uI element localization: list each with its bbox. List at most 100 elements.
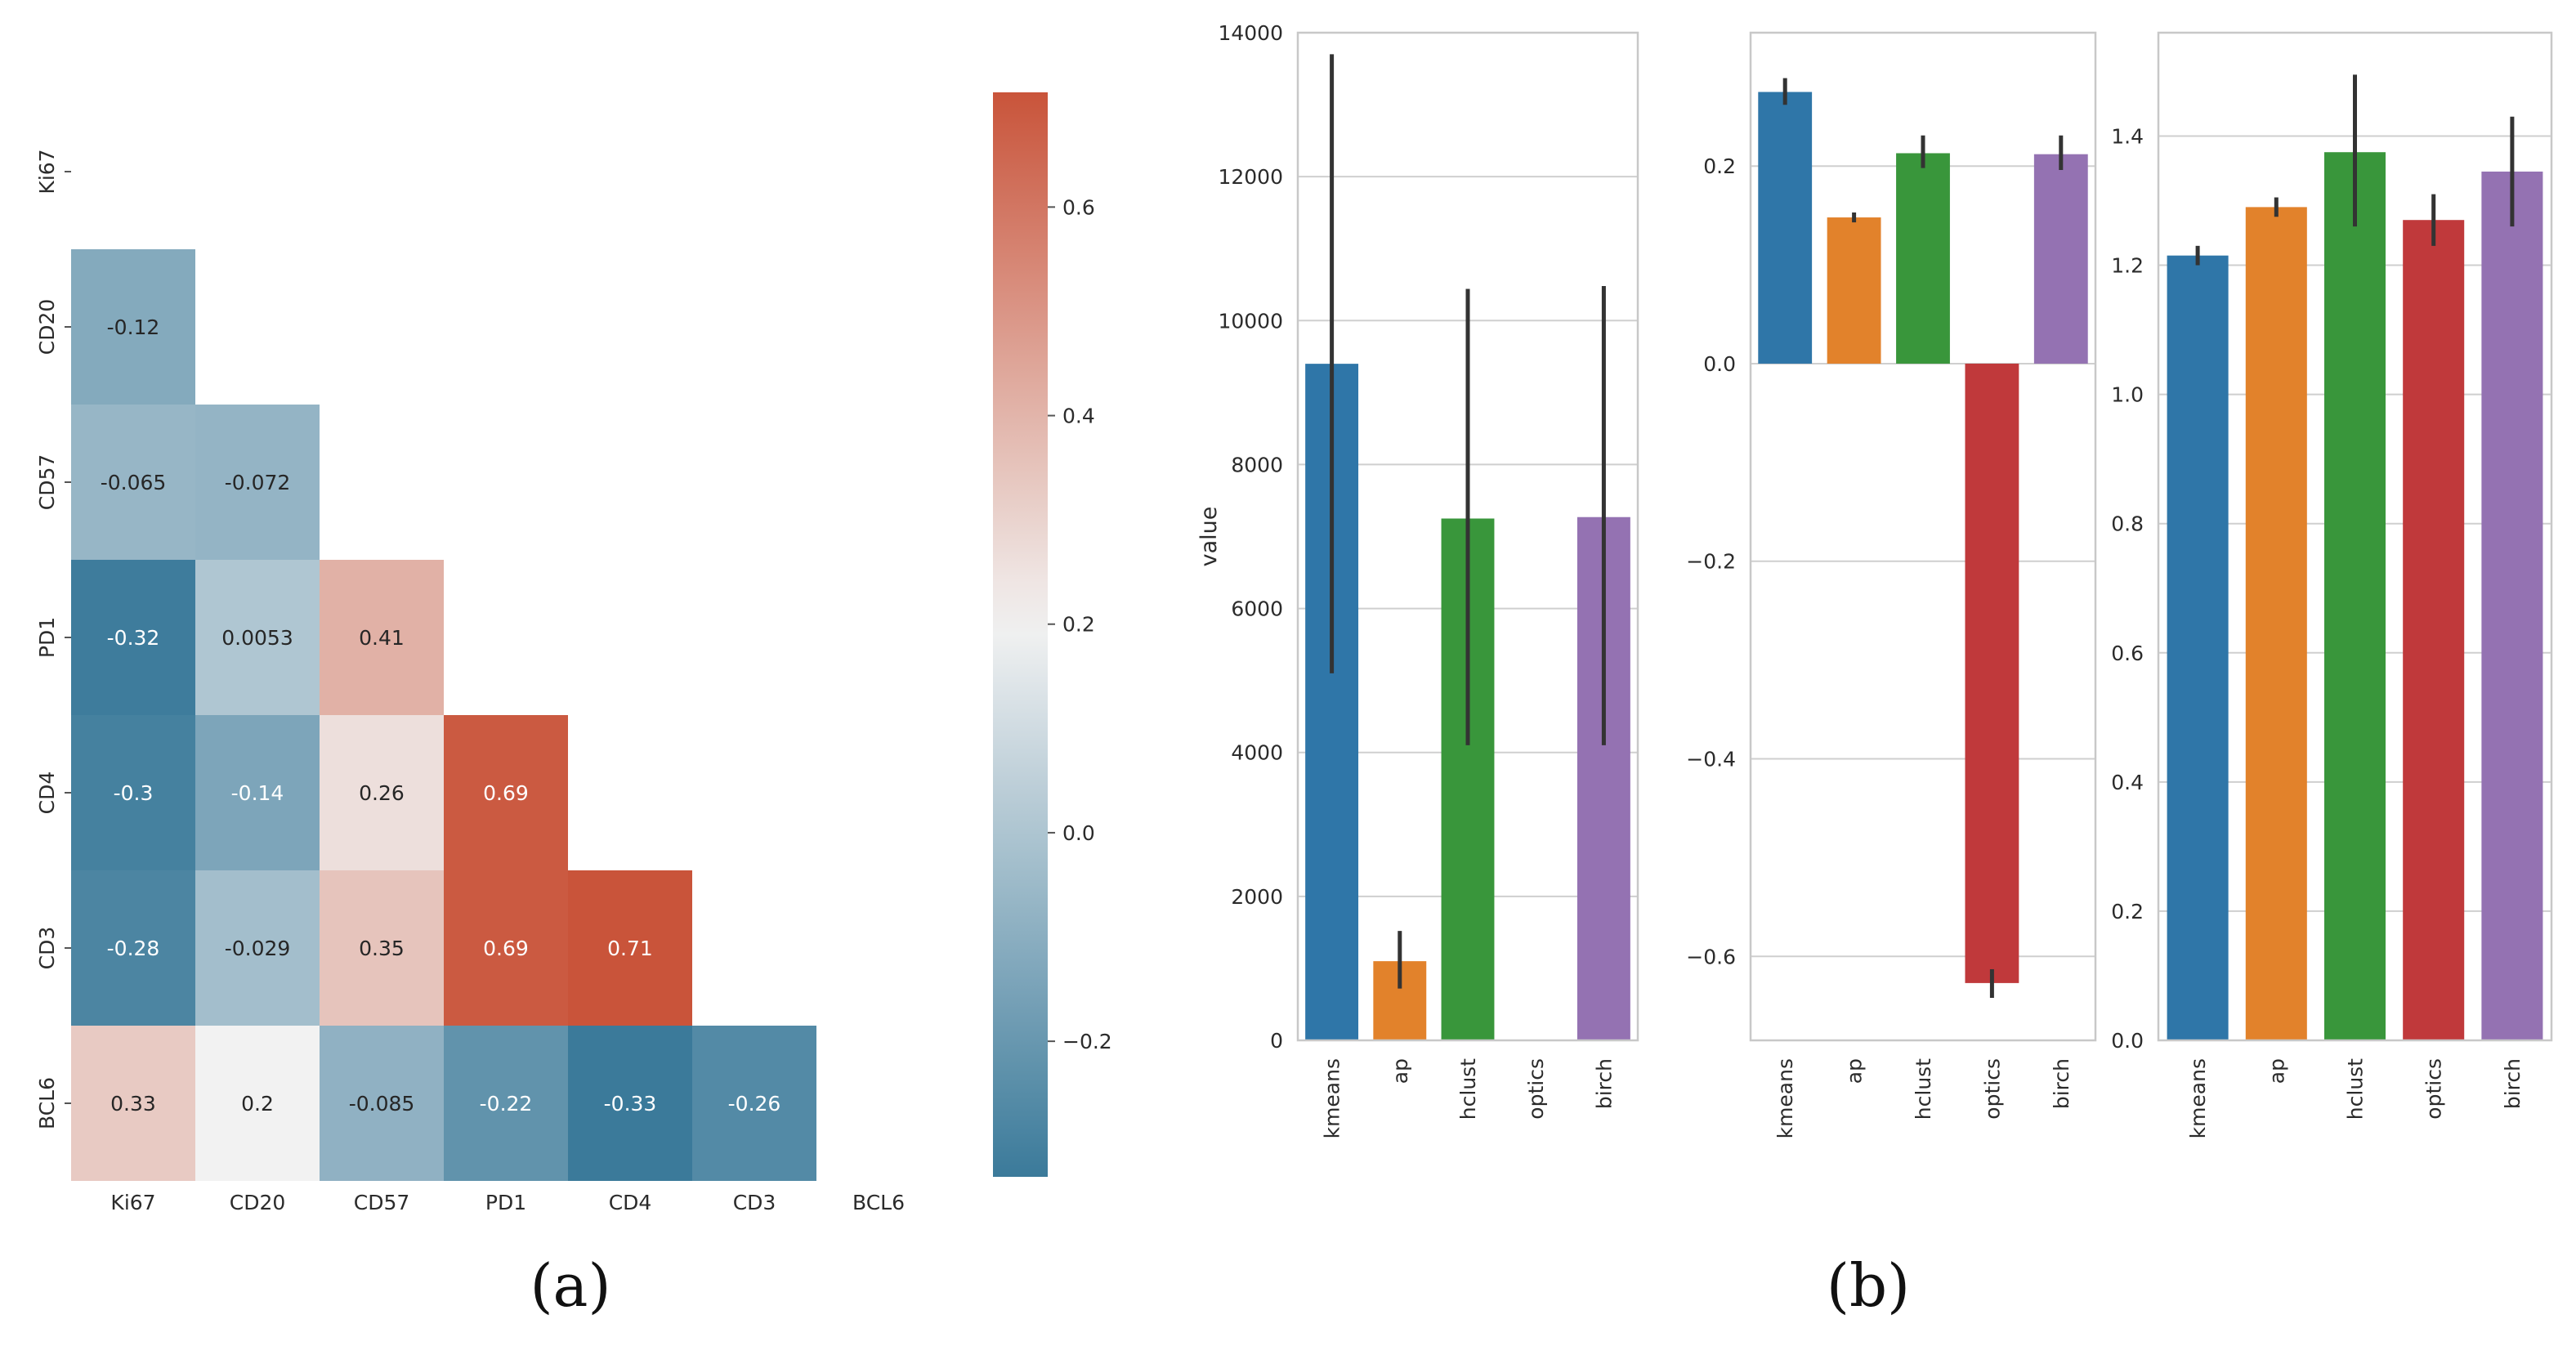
bar-ap [1827,217,1881,364]
heatmap-cell-label: -0.28 [107,937,160,960]
x-tick-label: ap [2265,1058,2288,1084]
colorbar-bar [993,92,1048,1177]
heatmap-cell [195,870,320,1026]
heatmap-cell [320,715,444,870]
heatmap-cell [195,560,320,715]
heatmap-cell [71,715,195,870]
heatmap-cell-label: -0.26 [728,1092,781,1116]
heatmap-cell-label: 0.41 [359,626,405,650]
y-axis-label: value [1196,507,1222,567]
heatmap-cell [444,870,568,1026]
bar-hclust [1896,153,1950,364]
heatmap-cell [692,1026,816,1181]
heatmap-cell-label: 0.33 [110,1092,156,1116]
heatmap-cell [195,715,320,870]
y-tick-label: 1.0 [2111,383,2144,407]
colorbar-tick-label: −0.2 [1062,1030,1112,1053]
colorbar-tick-label: 0.6 [1062,195,1095,219]
y-tick-label: 0.0 [1703,352,1736,376]
heatmap-cell-label: 0.69 [483,937,529,960]
heatmap-cell-label: -0.12 [107,315,160,339]
bar-kmeans [1758,92,1813,364]
heatmap-cell-label: -0.3 [114,781,154,805]
colorbar-tick-label: 0.0 [1062,821,1095,845]
heatmap-y-tick-label: Ki67 [35,149,59,194]
y-tick-label: 14000 [1218,21,1283,45]
bar-hclust [2323,152,2386,1040]
heatmap-cell-label: -0.22 [480,1092,533,1116]
x-tick-label: birch [1592,1058,1616,1109]
y-tick-label: 6000 [1231,597,1283,621]
heatmap-x-tick-label: CD3 [733,1191,776,1214]
bar-birch [2033,154,2088,364]
y-tick-label: 0 [1270,1029,1283,1053]
heatmap-cell [320,1026,444,1181]
heatmap-cell [71,870,195,1026]
heatmap-y-tick-label: PD1 [35,617,59,658]
heatmap-cell-label: -0.32 [107,626,160,650]
y-tick-label: 0.6 [2111,642,2144,665]
heatmap-x-tick-label: CD4 [609,1191,652,1214]
y-tick-label: 0.8 [2111,512,2144,536]
y-tick-label: 0.2 [1703,154,1736,178]
x-tick-label: birch [2501,1058,2525,1109]
x-tick-label: optics [1980,1058,2004,1120]
heatmap-cells: -0.12 -0.065 -0.072 -0.32 0.0053 0.41 -0.3 -0.1… [71,249,816,1181]
y-tick-label: 12000 [1218,165,1283,189]
heatmap-x-tick-label: CD57 [354,1191,410,1214]
x-tick-label: optics [1524,1058,1548,1120]
heatmap-axis-labels: Ki67 Ki67 CD20 CD20 CD57 CD57 PD1 PD1 CD4 CD4 CD3 C… [35,149,905,1214]
x-tick-label: hclust [2344,1058,2368,1120]
heatmap-x-tick-label: CD20 [230,1191,286,1214]
y-tick-label: 1.4 [2111,124,2144,148]
colorbar-tick-label: 0.4 [1062,405,1095,428]
x-tick-label: kmeans [1321,1058,1344,1138]
heatmap-cell [444,1026,568,1181]
bar-kmeans [2167,255,2229,1040]
heatmap-cell-label: -0.029 [225,937,291,960]
heatmap-x-tick-label: Ki67 [110,1191,155,1214]
heatmap-cell-label: 0.69 [483,781,529,805]
heatmap-y-tick-label: BCL6 [35,1077,59,1129]
y-tick-label: 2000 [1231,885,1283,909]
y-tick-label: 10000 [1218,309,1283,333]
heatmap-y-tick-label: CD20 [35,299,59,356]
y-tick-label: 8000 [1231,453,1283,476]
bar-birch [2481,171,2543,1040]
heatmap-x-tick-label: BCL6 [852,1191,905,1214]
heatmap-y-tick-label: CD3 [35,927,59,970]
heatmap-cell-label: -0.33 [604,1092,657,1116]
bar-ap [2245,207,2307,1041]
heatmap-colorbar: −0.2 0.0 0.2 0.4 0.6 [993,92,1112,1177]
heatmap-y-tick-label: CD57 [35,454,59,511]
y-tick-label: −0.4 [1686,747,1736,771]
x-tick-label: ap [1843,1058,1867,1084]
colorbar-tick-label: 0.2 [1062,613,1095,637]
x-tick-label: optics [2422,1058,2446,1120]
x-tick-label: hclust [1912,1058,1935,1120]
x-tick-label: kmeans [2186,1058,2210,1138]
y-tick-label: 1.2 [2111,254,2144,278]
bar-chart-panel-2: −0.6 −0.4 −0.2 0.0 0.2 kmeans ap hclust optics bi… [1686,31,2097,1138]
heatmap-cell [320,870,444,1026]
heatmap-cell-label: 0.0053 [221,626,293,650]
x-tick-label: kmeans [1773,1058,1797,1138]
heatmap-cell-label: 0.26 [359,781,405,805]
y-tick-label: 4000 [1231,741,1283,765]
heatmap-cell-label: -0.14 [231,781,284,805]
y-tick-label: 0.2 [2111,900,2144,923]
y-tick-label: −0.2 [1686,550,1736,574]
heatmap-cell [71,249,195,405]
heatmap-y-tick-label: CD4 [35,771,59,815]
y-tick-label: −0.6 [1686,945,1736,968]
x-tick-label: birch [2050,1058,2073,1109]
y-tick-label: 0.0 [2111,1029,2144,1053]
y-tick-label: 0.4 [2111,771,2144,794]
heatmap-cell [195,405,320,560]
bar-chart-panel-1: 0 2000 4000 6000 8000 10000 12000 14000 value kme… [1196,21,1639,1138]
heatmap-cell-label: -0.072 [225,471,291,494]
heatmap-cell-label: 0.35 [359,937,405,960]
heatmap-cell [568,870,692,1026]
heatmap-cell-label: -0.065 [101,471,167,494]
